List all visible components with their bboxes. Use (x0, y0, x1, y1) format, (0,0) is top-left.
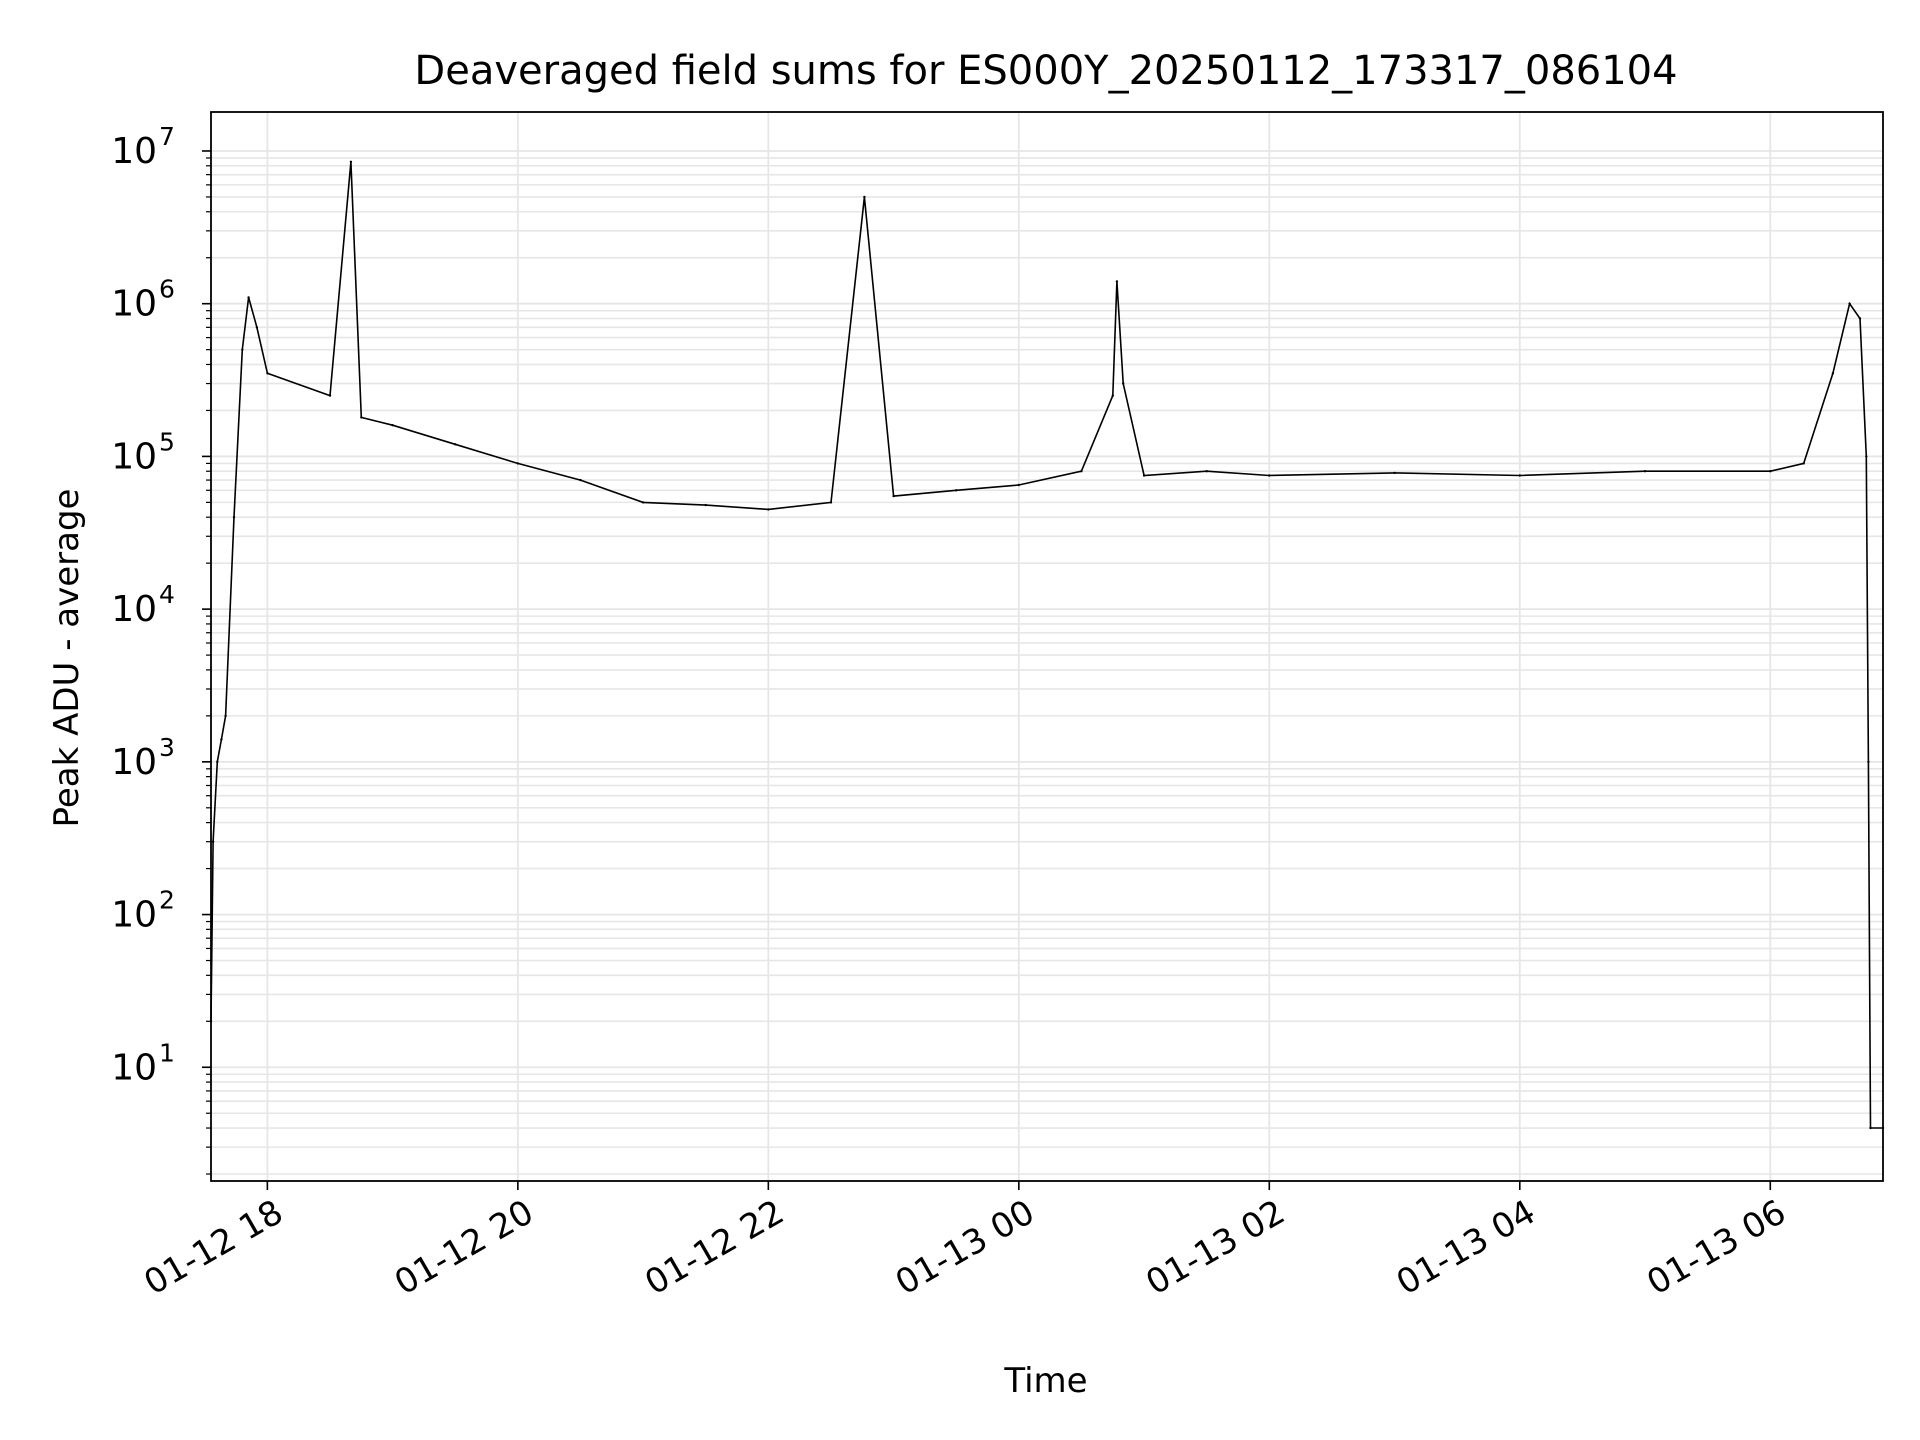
data-point (349, 160, 353, 163)
y-tick-label: 10 (111, 589, 157, 630)
data-point (1769, 470, 1772, 473)
data-point (1643, 470, 1647, 473)
data-point (1848, 302, 1851, 305)
data-point (391, 424, 394, 427)
data-point (1122, 382, 1125, 385)
data-point (1802, 462, 1805, 465)
data-point (1518, 474, 1522, 477)
y-tick-exponent: 7 (159, 122, 175, 151)
data-point (360, 416, 363, 419)
y-axis-label: Peak ADU - average (47, 489, 87, 828)
y-tick-exponent: 5 (159, 427, 175, 456)
data-point (220, 738, 223, 741)
y-tick-exponent: 4 (159, 580, 175, 609)
y-tick-label: 10 (111, 742, 157, 783)
data-point (579, 478, 582, 482)
data-point (232, 516, 236, 519)
series-line (210, 161, 1883, 1129)
y-tick-exponent: 1 (159, 1038, 175, 1067)
data-point (892, 494, 895, 498)
data-point (328, 394, 332, 397)
y-tick-exponent: 3 (159, 733, 175, 762)
data-point (955, 489, 958, 492)
data-point (1858, 317, 1862, 320)
data-point (1393, 471, 1396, 475)
data-point (454, 443, 457, 446)
data-point (255, 326, 259, 329)
y-tick-exponent: 6 (159, 275, 175, 304)
chart-title: Deaveraged field sums for ES000Y_2025011… (414, 48, 1677, 94)
data-point (1017, 483, 1020, 487)
y-tick-exponent: 2 (159, 886, 175, 915)
data-point (863, 195, 866, 199)
data-point (641, 501, 645, 504)
plot-frame (210, 111, 1884, 1182)
data-point (767, 508, 770, 511)
data-point (247, 296, 250, 299)
data-point (704, 503, 707, 507)
y-tick-label: 10 (111, 436, 157, 477)
data-point (1115, 280, 1119, 283)
y-tick-label: 10 (111, 284, 157, 325)
y-tick-label: 10 (111, 1047, 157, 1088)
data-point (1142, 474, 1146, 477)
data-point (266, 372, 269, 375)
data-point (1205, 470, 1208, 473)
grid (211, 112, 1883, 1181)
data-point (1865, 455, 1868, 458)
y-tick-label: 10 (111, 131, 157, 172)
data-point (211, 840, 215, 843)
data-point (1111, 394, 1115, 397)
x-axis-label: Time (1003, 1361, 1087, 1401)
data-point (1869, 1126, 1872, 1130)
data-point (241, 348, 244, 351)
y-tick-label: 10 (111, 895, 157, 936)
data-point (1268, 474, 1271, 477)
data-point (1867, 760, 1870, 763)
data-point (1080, 470, 1083, 473)
data-point (829, 501, 833, 504)
data-point (1831, 372, 1835, 375)
data-point (516, 462, 519, 465)
data-point (224, 714, 227, 718)
data-point (216, 760, 219, 763)
